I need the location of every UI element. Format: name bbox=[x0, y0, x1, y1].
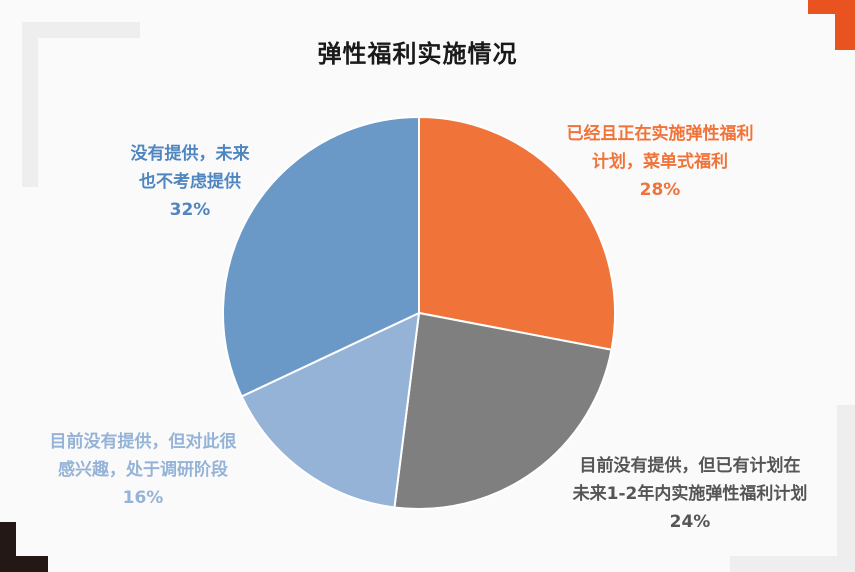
slice-value-label: 32% bbox=[169, 200, 211, 220]
slice-value-label: 16% bbox=[122, 488, 164, 508]
slice-label-researching: 目前没有提供，但对此很 感兴趣，处于调研阶段 16% bbox=[18, 428, 268, 512]
corner-decoration-top-right bbox=[835, 0, 855, 50]
slice-label-line: 也不考虑提供 bbox=[139, 172, 241, 192]
slice-label-line: 已经且正在实施弹性福利 bbox=[566, 124, 754, 144]
slice-value-label: 28% bbox=[639, 180, 681, 200]
pie-slice-implementing bbox=[418, 116, 616, 351]
slice-label-line: 计划，菜单式福利 bbox=[592, 152, 728, 172]
corner-decoration-bottom-left bbox=[0, 522, 16, 572]
slice-label-not-considering: 没有提供，未来 也不考虑提供 32% bbox=[90, 140, 290, 224]
slice-label-line: 没有提供，未来 bbox=[130, 144, 250, 164]
slice-label-line: 感兴趣，处于调研阶段 bbox=[58, 460, 228, 480]
pie-slice-researching bbox=[240, 312, 420, 509]
corner-decoration-top-left bbox=[22, 22, 140, 38]
slice-label-planned: 目前没有提供，但已有计划在 未来1-2年内实施弹性福利计划 24% bbox=[540, 452, 840, 536]
slice-label-line: 目前没有提供，但对此很 bbox=[49, 432, 237, 452]
corner-decoration-top-left bbox=[22, 22, 38, 187]
slice-label-line: 目前没有提供，但已有计划在 bbox=[579, 456, 801, 476]
chart-title: 弹性福利实施情况 bbox=[317, 40, 518, 68]
corner-decoration-bottom-right bbox=[730, 556, 855, 572]
pie-slice-planned bbox=[393, 312, 613, 510]
slice-value-label: 24% bbox=[669, 512, 711, 532]
pie-slice-not-considering bbox=[222, 116, 420, 398]
slice-label-line: 未来1-2年内实施弹性福利计划 bbox=[572, 484, 808, 504]
slice-label-implementing: 已经且正在实施弹性福利 计划，菜单式福利 28% bbox=[520, 120, 800, 204]
corner-decoration-bottom-right bbox=[837, 405, 855, 572]
